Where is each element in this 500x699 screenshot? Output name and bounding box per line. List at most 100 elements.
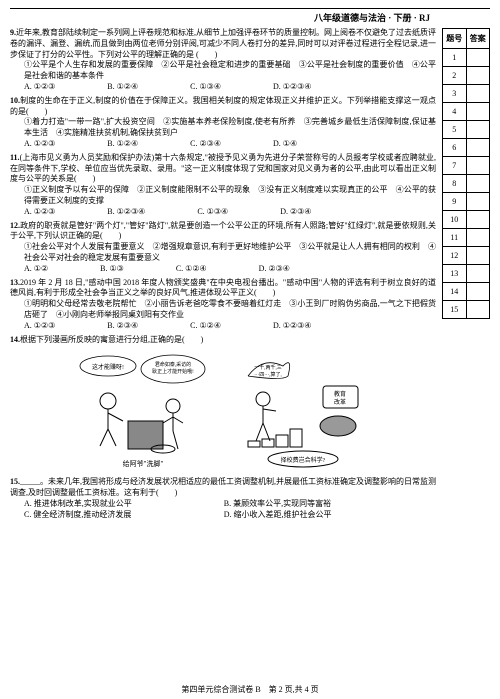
page-footer: 第四单元综合测试卷 B 第 2 页,共 4 页 <box>0 684 500 695</box>
q15-b: B. 兼顾效率公平,实现同等富裕 <box>224 499 331 510</box>
ans-cell-11[interactable] <box>466 229 490 247</box>
q9-d: D. ①②③④ <box>273 82 311 93</box>
ans-row-4: 4 <box>443 103 467 121</box>
q9-opts: A. ①②③ B. ①②④ C. ①③④ D. ①②③④ <box>10 82 436 93</box>
q10-num: 10. <box>10 96 20 105</box>
question-13: 13.2019 年 2 月 18 日,"感动中国 2018 年度人物颁奖盛典"在… <box>10 278 436 332</box>
questions-area: 9.近年来,教育部陆续制定一系列网上评卷规范和标准,从细节上加强评卷环节的质量控… <box>10 28 442 524</box>
ans-row-9: 9 <box>443 193 467 211</box>
q13-sub: ①明明和父母经常去敬老院帮忙 ②小丽告诉老爸吃零食不要暗着红灯走 ③小王到厂时购… <box>10 299 436 321</box>
ans-row-14: 14 <box>443 283 467 301</box>
q9-c: C. ①③④ <box>190 82 221 93</box>
illustration-1: 这才能赚呀! 君命如泰,采访的 耿正上才能开始哦! 给阿爷"洗脚" <box>78 351 208 471</box>
q11-num: 11. <box>10 153 20 162</box>
q12-d: D. ②③④ <box>259 264 290 275</box>
q12-text: 政府的职责就是管好"两个灯","管好"路灯",就是要创造一个公平公正的环境,所有… <box>10 221 436 241</box>
q11-d: D. ②③④ <box>280 207 311 218</box>
ans-cell-14[interactable] <box>466 283 490 301</box>
q10-a: A. ①②③ <box>24 139 55 150</box>
ans-head-ans: 答案 <box>466 29 490 49</box>
q10-b: B. ①②④ <box>107 139 138 150</box>
ans-cell-8[interactable] <box>466 175 490 193</box>
q11-b: B. ①②③④ <box>107 207 145 218</box>
q15-a: A. 推进体制改革,实现就业公平 <box>24 499 222 510</box>
question-12: 12.政府的职责就是管好"两个灯","管好"路灯",就是要创造一个公平公正的环境… <box>10 221 436 275</box>
ill2-cap-b1: 教育 <box>334 390 346 398</box>
ans-cell-1[interactable] <box>466 49 490 67</box>
q10-c: C. ②③④ <box>190 139 221 150</box>
q12-b: B. ①③ <box>100 264 124 275</box>
ans-row-10: 10 <box>443 211 467 229</box>
q12-num: 12. <box>10 221 20 230</box>
question-15: 15._____。未来几年,我国将形成与经济发展状况相适应的最低工资调整机制,并… <box>10 477 436 520</box>
q10-d: D. ①④ <box>273 139 297 150</box>
question-14: 14.根据下列漫画所反映的寓意进行分组,正确的是( ) <box>10 335 436 346</box>
illustration-2: 一千,两千,三 ···四···,算了, 教育 改革 择校费岂合科学? <box>238 351 368 471</box>
ans-row-8: 8 <box>443 175 467 193</box>
q11-opts: A. ①②③ B. ①②③④ C. ①③④ D. ②③④ <box>10 207 436 218</box>
header-title: 八年级道德与法治 · 下册 · RJ <box>10 8 490 24</box>
q12-sub: ①社会公平对个人发展有重要意义 ②增强规章意识,有利于更好地维护公平 ③公平就是… <box>10 242 436 264</box>
q13-d: D. ①②③④ <box>273 321 311 332</box>
q9-b: B. ①②④ <box>107 82 138 93</box>
ans-cell-2[interactable] <box>466 67 490 85</box>
ans-row-13: 13 <box>443 265 467 283</box>
q11-sub: ①正义制度予以有公平的保障 ②正义制度能限制不公平的现象 ③没有正义制度难以实现… <box>10 185 436 207</box>
ans-cell-4[interactable] <box>466 103 490 121</box>
ill1-cap-c: 给阿爷"洗脚" <box>123 459 164 468</box>
q14-num: 14. <box>10 335 20 344</box>
q12-opts: A. ①② B. ①③ C. ①②④ D. ②③④ <box>10 264 436 275</box>
ans-cell-3[interactable] <box>466 85 490 103</box>
ill2-cap-a2: ···四···,算了, <box>254 371 282 378</box>
q10-sub: ①着力打造"一带一路",扩大投资空间 ②实施基本养老保险制度,使老有所养 ③完善… <box>10 117 436 139</box>
answer-table: 题号答案 1 2 3 4 5 6 7 8 9 10 11 12 13 14 15 <box>442 28 490 524</box>
ill1-cap-b2: 耿正上才能开始哦! <box>152 368 194 375</box>
q13-c: C. ①②④ <box>190 321 221 332</box>
ans-cell-13[interactable] <box>466 265 490 283</box>
q9-sub: ①公平是个人生存和发展的重要保障 ②公平是社会稳定和进步的重要基础 ③公平是社会… <box>10 60 436 82</box>
ans-row-6: 6 <box>443 139 467 157</box>
q9-a: A. ①②③ <box>24 82 55 93</box>
ill2-cap-a1: 一千,两千,三 <box>254 364 282 371</box>
q15-opts-row2: C. 健全经济制度,推动经济发展 D. 缩小收入差距,维护社会公平 <box>10 510 436 521</box>
ans-cell-5[interactable] <box>466 121 490 139</box>
ill2-cap-b2: 改革 <box>334 398 346 406</box>
ans-cell-9[interactable] <box>466 193 490 211</box>
q11-a: A. ①②③ <box>24 207 55 218</box>
q13-opts: A. ①②③ B. ②③④ C. ①②④ D. ①②③④ <box>10 321 436 332</box>
q15-num: 15. <box>10 477 20 486</box>
ans-row-12: 12 <box>443 247 467 265</box>
q10-text: 制度的生命在于正义,制度的价值在于保障正义。我国相关制度的规定体现正义并维护正义… <box>10 96 436 116</box>
ans-row-1: 1 <box>443 49 467 67</box>
question-11: 11.(上海市见义勇为人员奖励和保护办法)第十六条规定,"被授予见义勇为先进分子… <box>10 153 436 218</box>
ans-row-2: 2 <box>443 67 467 85</box>
ans-row-5: 5 <box>443 121 467 139</box>
q9-text: 近年来,教育部陆续制定一系列网上评卷规范和标准,从细节上加强评卷环节的质量控制。… <box>10 28 436 59</box>
ans-row-11: 11 <box>443 229 467 247</box>
q14-text: 根据下列漫画所反映的寓意进行分组,正确的是( ) <box>20 335 203 344</box>
ans-row-15: 15 <box>443 301 467 319</box>
ans-cell-12[interactable] <box>466 247 490 265</box>
question-10: 10.制度的生命在于正义,制度的价值在于保障正义。我国相关制度的规定体现正义并维… <box>10 96 436 150</box>
q11-text: (上海市见义勇为人员奖励和保护办法)第十六条规定,"被授予见义勇为先进分子荣誉称… <box>10 153 436 184</box>
q13-b: B. ②③④ <box>107 321 138 332</box>
q15-c: C. 健全经济制度,推动经济发展 <box>24 510 222 521</box>
ans-cell-7[interactable] <box>466 157 490 175</box>
ans-row-7: 7 <box>443 157 467 175</box>
q15-d: D. 缩小收入差距,维护社会公平 <box>224 510 332 521</box>
q13-a: A. ①②③ <box>24 321 55 332</box>
ans-cell-6[interactable] <box>466 139 490 157</box>
q12-a: A. ①② <box>24 264 48 275</box>
q15-text: _____。未来几年,我国将形成与经济发展状况相适应的最低工资调整机制,并展最低… <box>10 477 436 497</box>
illustrations: 这才能赚呀! 君命如泰,采访的 耿正上才能开始哦! 给阿爷"洗脚" <box>10 351 436 471</box>
q12-c: C. ①②④ <box>176 264 207 275</box>
q11-c: C. ①③④ <box>197 207 228 218</box>
ans-cell-15[interactable] <box>466 301 490 319</box>
ans-row-3: 3 <box>443 85 467 103</box>
q13-text: 2019 年 2 月 18 日,"感动中国 2018 年度人物颁奖盛典"在中央电… <box>10 278 436 298</box>
ans-head-num: 题号 <box>443 29 467 49</box>
q10-opts: A. ①②③ B. ①②④ C. ②③④ D. ①④ <box>10 139 436 150</box>
ill1-cap-a: 这才能赚呀! <box>92 363 124 371</box>
q15-opts-row1: A. 推进体制改革,实现就业公平 B. 兼顾效率公平,实现同等富裕 <box>10 499 436 510</box>
ans-cell-10[interactable] <box>466 211 490 229</box>
